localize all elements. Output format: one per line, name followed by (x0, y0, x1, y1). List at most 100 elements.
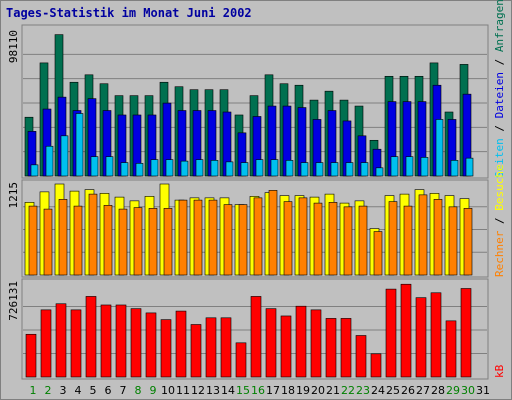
bar-rechner (298, 197, 308, 276)
bar-rechner (358, 205, 368, 276)
ytick-anfragen-max: 98110 (7, 30, 20, 63)
x-tick-label: 1 (30, 384, 37, 397)
x-tick-label: 31 (476, 384, 490, 397)
x-tick-label: 9 (150, 384, 157, 397)
x-tick-label: 14 (221, 384, 235, 397)
bar-kb (295, 305, 307, 378)
bar-rechner (268, 190, 278, 276)
bar-seiten (360, 162, 369, 177)
bar-seiten (390, 156, 399, 177)
bar-rechner (193, 199, 203, 276)
x-tick-label: 27 (416, 384, 430, 397)
bar-rechner (418, 194, 428, 276)
x-tick-label: 7 (120, 384, 127, 397)
bar-seiten (375, 167, 384, 177)
bars (24, 34, 474, 378)
x-tick-label: 10 (161, 384, 175, 397)
bar-seiten (435, 119, 444, 177)
bar-kb (415, 297, 427, 378)
bar-kb (85, 296, 97, 378)
bar-kb (145, 312, 157, 378)
x-tick-label: 19 (296, 384, 310, 397)
bar-rechner (313, 202, 323, 276)
page-title: Tages-Statistik im Monat Juni 2002 (6, 6, 252, 20)
bar-rechner (283, 201, 293, 276)
bar-kb (355, 335, 367, 378)
bar-kb (55, 303, 67, 378)
bar-kb (220, 317, 232, 378)
bar-seiten (165, 159, 174, 177)
x-tick-label: 13 (206, 384, 220, 397)
x-tick-label: 11 (176, 384, 190, 397)
bar-rechner (238, 204, 248, 276)
bar-kb (460, 288, 472, 378)
bar-kb (115, 304, 127, 378)
bar-seiten (285, 160, 294, 177)
bar-seiten (30, 164, 39, 177)
bar-rechner (223, 204, 233, 276)
bar-rechner (343, 206, 353, 276)
bar-seiten (255, 159, 264, 177)
bar-rechner (28, 205, 38, 276)
bar-seiten (225, 161, 234, 177)
x-tick-label: 12 (191, 384, 205, 397)
bar-kb (250, 296, 262, 378)
bar-rechner (88, 193, 98, 276)
bar-rechner (328, 202, 338, 276)
legend-kb: kB (493, 364, 506, 378)
bar-kb (175, 310, 187, 378)
bar-rechner (73, 205, 83, 276)
bar-rechner (148, 208, 158, 276)
right-label-top: Seiten / Dateien / Anfragen (493, 0, 506, 178)
bar-seiten (330, 162, 339, 177)
x-tick-label: 30 (461, 384, 475, 397)
bar-seiten (180, 160, 189, 177)
legend-dateien: Dateien (493, 72, 506, 118)
x-tick-label: 2 (45, 384, 52, 397)
x-tick-label: 24 (371, 384, 385, 397)
bar-kb (385, 288, 397, 378)
x-tick-label: 21 (326, 384, 340, 397)
bar-kb (130, 308, 142, 378)
bar-rechner (463, 208, 473, 276)
legend-sep-2: / (493, 52, 506, 72)
bar-seiten (450, 160, 459, 177)
bar-rechner (448, 206, 458, 276)
bar-seiten (420, 157, 429, 177)
legend-sep-1: / (493, 118, 506, 138)
bar-kb (445, 320, 457, 378)
bar-kb (325, 318, 337, 378)
bar-rechner (43, 208, 53, 276)
bar-seiten (135, 163, 144, 177)
x-tick-label: 25 (386, 384, 400, 397)
bar-seiten (45, 145, 54, 177)
bar-seiten (60, 135, 69, 177)
legend-sep-3: / (493, 211, 506, 231)
bar-kb (25, 333, 37, 378)
bar-seiten (75, 113, 84, 177)
x-tick-label: 5 (90, 384, 97, 397)
x-tick-label: 18 (281, 384, 295, 397)
x-tick-label: 6 (105, 384, 112, 397)
bar-rechner (118, 208, 128, 276)
x-tick-label: 29 (446, 384, 460, 397)
bar-rechner (133, 207, 143, 276)
x-tick-label: 22 (341, 384, 355, 397)
x-tick-label: 15 (236, 384, 250, 397)
bar-kb (370, 353, 382, 378)
bar-seiten (195, 159, 204, 177)
x-tick-label: 23 (356, 384, 370, 397)
bar-kb (235, 342, 247, 378)
x-tick-label: 16 (251, 384, 265, 397)
bar-rechner (208, 199, 218, 276)
ytick-besuche-max: 1215 (7, 182, 20, 209)
bar-rechner (103, 205, 113, 276)
bar-kb (265, 308, 277, 378)
bar-rechner (253, 197, 263, 276)
ytick-kb-max: 726131 (7, 281, 20, 321)
bar-seiten (270, 159, 279, 177)
bar-rechner (388, 201, 398, 276)
x-tick-label: 20 (311, 384, 325, 397)
x-tick-label: 26 (401, 384, 415, 397)
